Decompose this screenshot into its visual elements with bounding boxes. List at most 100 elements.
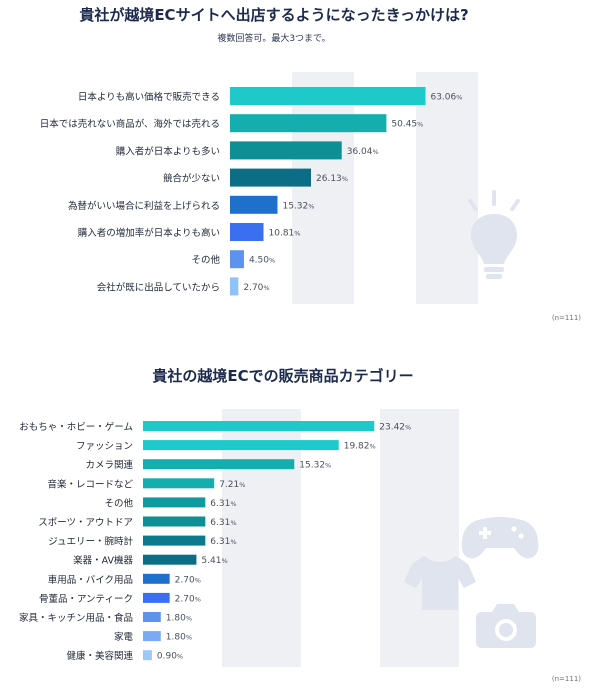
- value-number: 7.21: [219, 480, 239, 490]
- bar: [230, 87, 426, 105]
- value-label: 2.70%: [243, 283, 269, 293]
- bar: [230, 250, 244, 269]
- bar: [143, 440, 339, 451]
- category-label: 健康・美容関連: [66, 650, 133, 662]
- bar: [143, 554, 197, 565]
- value-unit: %: [195, 595, 201, 603]
- bar: [230, 141, 342, 160]
- value-label: 2.70%: [175, 594, 201, 604]
- value-unit: %: [417, 121, 423, 129]
- gamepad-icon: [461, 517, 539, 559]
- value-label: 50.45%: [391, 120, 423, 130]
- value-label: 15.32%: [282, 201, 314, 211]
- chart2-title: 貴社の越境ECでの販売商品カテゴリー: [152, 367, 413, 385]
- value-number: 5.41: [201, 556, 221, 566]
- value-unit: %: [221, 557, 227, 565]
- value-label: 19.82%: [344, 442, 376, 452]
- value-number: 6.31: [210, 518, 230, 528]
- value-number: 1.80: [166, 614, 186, 624]
- category-label: 競合が少ない: [163, 173, 220, 185]
- value-unit: %: [186, 634, 192, 642]
- chart1-title: 貴社が越境ECサイトへ出店するようになったきっかけは?: [79, 6, 468, 24]
- category-label: 購入者が日本よりも多い: [116, 145, 220, 157]
- value-number: 15.32: [299, 461, 325, 471]
- bar: [230, 195, 278, 214]
- value-label: 6.31%: [210, 518, 236, 528]
- value-label: 6.31%: [210, 537, 236, 547]
- value-label: 63.06%: [430, 93, 462, 103]
- value-label: 2.70%: [175, 575, 201, 585]
- category-label: 日本よりも高い価格で販売できる: [78, 91, 220, 103]
- value-label: 6.31%: [210, 499, 236, 509]
- category-label: 会社が既に出品していたから: [97, 281, 220, 293]
- shirt-icon: [404, 556, 476, 610]
- bar: [143, 478, 215, 489]
- value-unit: %: [230, 500, 236, 508]
- bar: [143, 516, 206, 527]
- value-number: 2.70: [175, 594, 195, 604]
- bar: [230, 223, 264, 241]
- bar: [143, 631, 161, 642]
- value-label: 1.80%: [166, 633, 192, 643]
- bar: [230, 114, 387, 133]
- chart1-subtitle: 複数回答可。最大3つまで。: [217, 32, 330, 44]
- chart-purchase-reasons: 貴社が越境ECサイトへ出店するようになったきっかけは? 複数回答可。最大3つまで…: [40, 6, 582, 322]
- value-number: 0.90: [157, 652, 177, 662]
- category-label: 購入者の増加率が日本よりも高い: [78, 227, 220, 239]
- value-unit: %: [195, 576, 201, 584]
- value-unit: %: [456, 94, 462, 102]
- value-unit: %: [308, 202, 314, 210]
- category-label: ファッション: [76, 441, 133, 452]
- value-number: 36.04: [347, 147, 373, 157]
- value-number: 63.06: [430, 93, 456, 103]
- category-label: おもちゃ・ホビー・ゲーム: [19, 421, 133, 433]
- value-unit: %: [230, 519, 236, 527]
- value-label: 1.80%: [166, 614, 192, 624]
- grid-band: [380, 409, 459, 667]
- category-label: 日本では売れない商品が、海外では売れる: [40, 118, 220, 130]
- value-number: 2.70: [243, 283, 263, 293]
- value-number: 23.42: [379, 423, 405, 433]
- value-label: 4.50%: [249, 256, 275, 266]
- value-label: 36.04%: [347, 147, 379, 157]
- grid-band: [292, 72, 354, 304]
- category-label: 車用品・バイク用品: [48, 574, 133, 586]
- category-label: その他: [104, 497, 133, 509]
- bar: [143, 535, 206, 546]
- chart2-sample-note: (n=111): [552, 675, 581, 683]
- category-label: 家具・キッチン用品・食品: [19, 612, 133, 624]
- bar: [143, 650, 152, 661]
- value-unit: %: [294, 230, 300, 238]
- value-number: 6.31: [210, 537, 230, 547]
- value-label: 26.13%: [316, 174, 348, 184]
- value-number: 2.70: [175, 575, 195, 585]
- value-number: 1.80: [166, 633, 186, 643]
- value-unit: %: [372, 148, 378, 156]
- category-label: カメラ関連: [85, 459, 133, 471]
- value-unit: %: [369, 443, 375, 451]
- bar: [143, 421, 375, 431]
- value-number: 50.45: [391, 120, 417, 130]
- value-unit: %: [263, 284, 269, 292]
- category-label: スポーツ・アウトドア: [38, 518, 133, 529]
- value-unit: %: [239, 481, 245, 489]
- value-label: 15.32%: [299, 461, 331, 471]
- category-label: 為替がいい場合に利益を上げられる: [68, 200, 220, 212]
- category-label: 音楽・レコードなど: [47, 478, 133, 490]
- category-label: 楽器・AV機器: [73, 555, 133, 567]
- value-label: 5.41%: [201, 556, 227, 566]
- value-unit: %: [342, 175, 348, 183]
- bar: [143, 497, 206, 508]
- bar: [230, 168, 312, 187]
- value-label: 7.21%: [219, 480, 245, 490]
- value-unit: %: [325, 462, 331, 470]
- value-number: 26.13: [316, 174, 342, 184]
- category-label: 骨董品・アンティーク: [39, 593, 133, 605]
- bar: [143, 612, 161, 622]
- bar: [230, 277, 239, 296]
- value-unit: %: [177, 653, 183, 661]
- value-number: 4.50: [249, 256, 269, 266]
- bar: [143, 592, 170, 603]
- value-unit: %: [230, 538, 236, 546]
